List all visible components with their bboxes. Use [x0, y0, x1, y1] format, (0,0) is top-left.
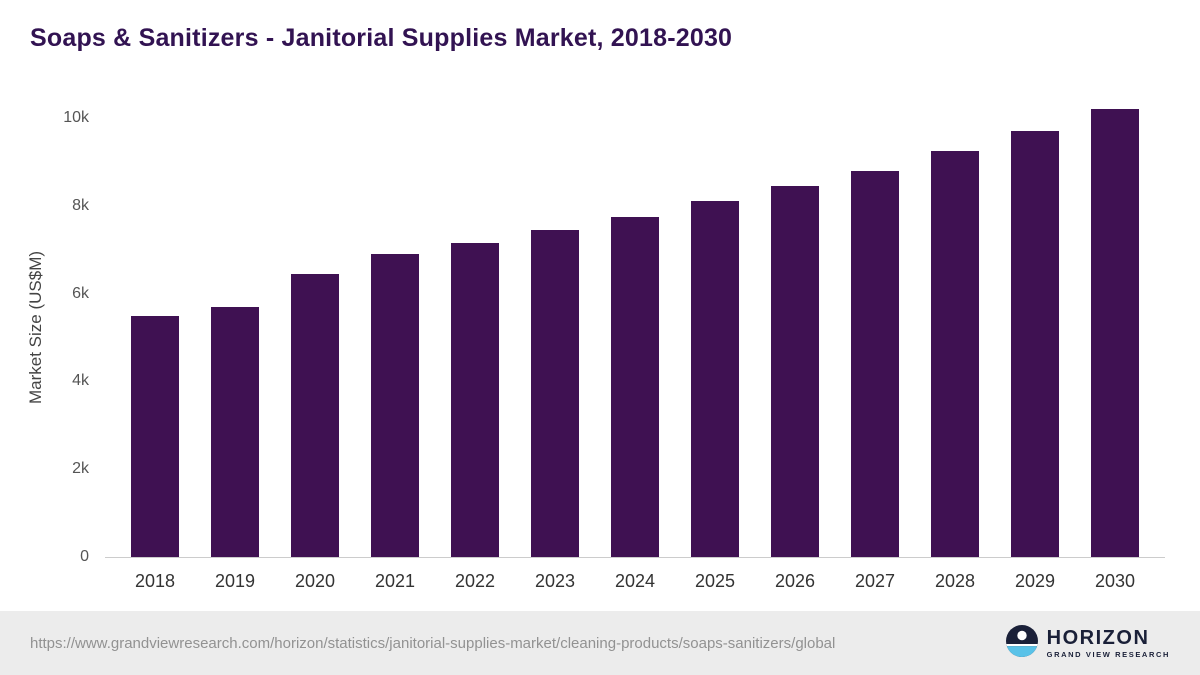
x-tick-label: 2025: [694, 571, 736, 591]
x-tick-label: 2019: [214, 571, 256, 591]
bar: [611, 216, 659, 557]
bar: [691, 201, 739, 557]
bars: 2018 2019 2020 2021 2022 2023 2024 2025 2026 2027…: [105, 96, 1165, 591]
chart-title: Soaps & Sanitizers - Janitorial Supplies…: [30, 24, 733, 52]
bar-slot: 2027: [835, 96, 915, 591]
y-tick-label: 6k: [72, 284, 89, 302]
bar-slot: 2018: [115, 96, 195, 591]
x-tick-label: 2024: [614, 571, 656, 591]
bar: [931, 150, 979, 557]
bar: [211, 306, 259, 557]
x-tick-label: 2022: [454, 571, 496, 591]
bar-slot: 2028: [915, 96, 995, 591]
bar-slot: 2030: [1075, 96, 1155, 591]
bar: [1011, 131, 1059, 557]
bar: [371, 254, 419, 557]
bar-slot: 2019: [195, 96, 275, 591]
logo-text: HORIZON GRAND VIEW RESEARCH: [1047, 628, 1170, 659]
bar: [131, 315, 179, 557]
bar-slot: 2026: [755, 96, 835, 591]
x-tick-label: 2026: [774, 571, 816, 591]
bar: [451, 243, 499, 557]
bar: [1091, 109, 1139, 557]
y-tick-label: 0: [80, 548, 89, 565]
bar-slot: 2021: [355, 96, 435, 591]
bar-slot: 2025: [675, 96, 755, 591]
bar: [291, 273, 339, 557]
bar-slot: 2022: [435, 96, 515, 591]
x-tick-label: 2021: [374, 571, 416, 591]
bar: [771, 186, 819, 557]
x-tick-label: 2029: [1014, 571, 1056, 591]
x-tick-label: 2023: [534, 571, 576, 591]
y-tick-label: 4k: [72, 372, 89, 390]
bar-slot: 2024: [595, 96, 675, 591]
plot-area: 2018 2019 2020 2021 2022 2023 2024 2025 2026 2027…: [63, 96, 1165, 591]
x-tick-label: 2027: [854, 571, 896, 591]
y-tick-label: 8k: [72, 196, 89, 214]
bar-slot: 2023: [515, 96, 595, 591]
x-tick-label: 2018: [134, 571, 176, 591]
footer: https://www.grandviewresearch.com/horizo…: [0, 611, 1200, 675]
source-url: https://www.grandviewresearch.com/horizo…: [30, 634, 836, 652]
x-tick-label: 2020: [294, 571, 336, 591]
x-tick-label: 2028: [934, 571, 976, 591]
y-axis-title: Market Size (US$M): [26, 250, 45, 404]
bar-slot: 2020: [275, 96, 355, 591]
logo-subtitle: GRAND VIEW RESEARCH: [1046, 649, 1170, 659]
bar: [531, 229, 579, 557]
bar-slot: 2029: [995, 96, 1075, 591]
y-tick-label: 10k: [63, 108, 89, 126]
horizon-logo-icon: [1005, 624, 1038, 662]
bar: [851, 170, 899, 557]
x-tick-label: 2030: [1094, 571, 1136, 591]
y-tick-label: 2k: [72, 460, 89, 478]
logo-name: HORIZON: [1046, 626, 1150, 649]
horizon-logo: HORIZON GRAND VIEW RESEARCH: [1005, 624, 1170, 662]
